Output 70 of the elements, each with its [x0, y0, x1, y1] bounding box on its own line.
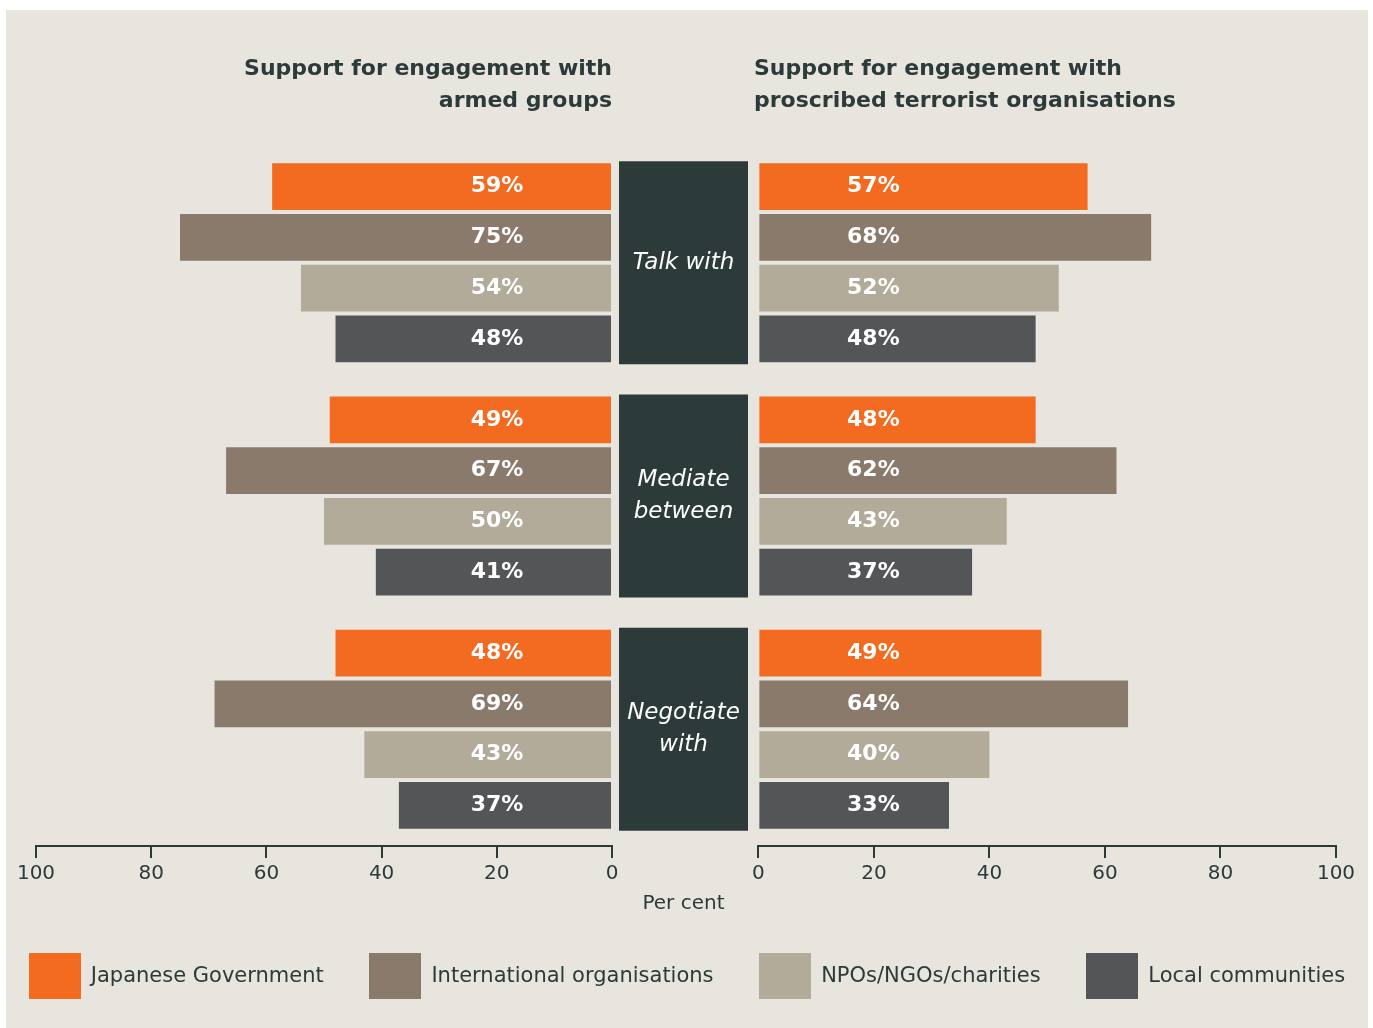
chart-title: Support for engagement with proscribed terrorist organisations: [754, 54, 1176, 114]
data-label: 68%: [847, 223, 900, 249]
data-label: 64%: [847, 689, 900, 715]
x-tick-label: 40: [368, 860, 395, 885]
bar: [759, 396, 1036, 444]
data-label: 48%: [847, 405, 900, 431]
bar: [759, 548, 973, 596]
bar: [759, 315, 1036, 363]
data-label: 37%: [470, 791, 524, 817]
bar: [759, 447, 1117, 494]
y-tick-label: Mediate between: [633, 464, 734, 523]
bar: [759, 498, 1007, 545]
data-label: 75%: [470, 223, 524, 249]
bar: [759, 680, 1129, 728]
data-label: 62%: [847, 456, 900, 482]
data-label: 67%: [470, 456, 524, 482]
data-label: 50%: [470, 507, 524, 533]
data-label: 41%: [470, 557, 524, 583]
legend-label: International organisations: [431, 963, 714, 987]
x-tick-label: 60: [1092, 860, 1118, 885]
bar: [300, 264, 611, 312]
chart-title: Support for engagement with armed groups: [244, 54, 612, 114]
bar: [759, 782, 949, 829]
x-tick-label: 0: [752, 860, 765, 885]
data-label: 49%: [847, 638, 900, 664]
bar: [335, 315, 611, 363]
data-label: 48%: [470, 324, 524, 350]
legend-label: Japanese Government: [90, 963, 324, 987]
x-tick-label: 100: [16, 860, 56, 885]
legend-label: Local communities: [1148, 963, 1346, 987]
x-tick-label: 80: [1207, 860, 1234, 885]
bar: [324, 498, 611, 545]
data-label: 54%: [470, 273, 524, 299]
x-tick-label: 20: [861, 860, 887, 885]
bar: [759, 731, 990, 779]
x-axis-title: Per cent: [641, 890, 726, 914]
bar: [180, 213, 611, 261]
y-tick-label: Talk with: [632, 247, 735, 274]
bar: [329, 396, 611, 444]
bar: [375, 548, 611, 596]
bar: [335, 629, 611, 677]
y-tick-label: Negotiate with: [627, 698, 740, 757]
data-label: 49%: [470, 405, 524, 431]
data-label: 57%: [847, 172, 900, 198]
data-label: 48%: [847, 324, 900, 350]
x-tick-label: 40: [976, 860, 1003, 885]
x-tick-label: 100: [1316, 860, 1356, 885]
bar: [398, 782, 611, 829]
bar: [364, 731, 611, 779]
data-label: 43%: [847, 507, 900, 533]
x-tick-label: 0: [605, 860, 619, 885]
x-tick-label: 20: [484, 860, 510, 885]
data-label: 52%: [847, 273, 900, 299]
data-label: 43%: [470, 740, 524, 766]
bar: [226, 447, 611, 494]
x-tick-label: 60: [253, 860, 280, 885]
bar: [214, 680, 611, 728]
data-label: 40%: [847, 740, 900, 766]
data-label: 33%: [847, 791, 900, 817]
x-tick-label: 80: [138, 860, 164, 885]
legend-label: NPOs/NGOs/charities: [821, 963, 1041, 987]
data-label: 59%: [470, 172, 524, 198]
data-label: 48%: [470, 638, 524, 664]
bar: [759, 264, 1059, 312]
data-label: 37%: [847, 557, 900, 583]
bar: [759, 163, 1088, 210]
data-label: 69%: [470, 689, 524, 715]
bar: [759, 213, 1152, 261]
bar: [759, 629, 1042, 677]
bar: [272, 163, 611, 210]
